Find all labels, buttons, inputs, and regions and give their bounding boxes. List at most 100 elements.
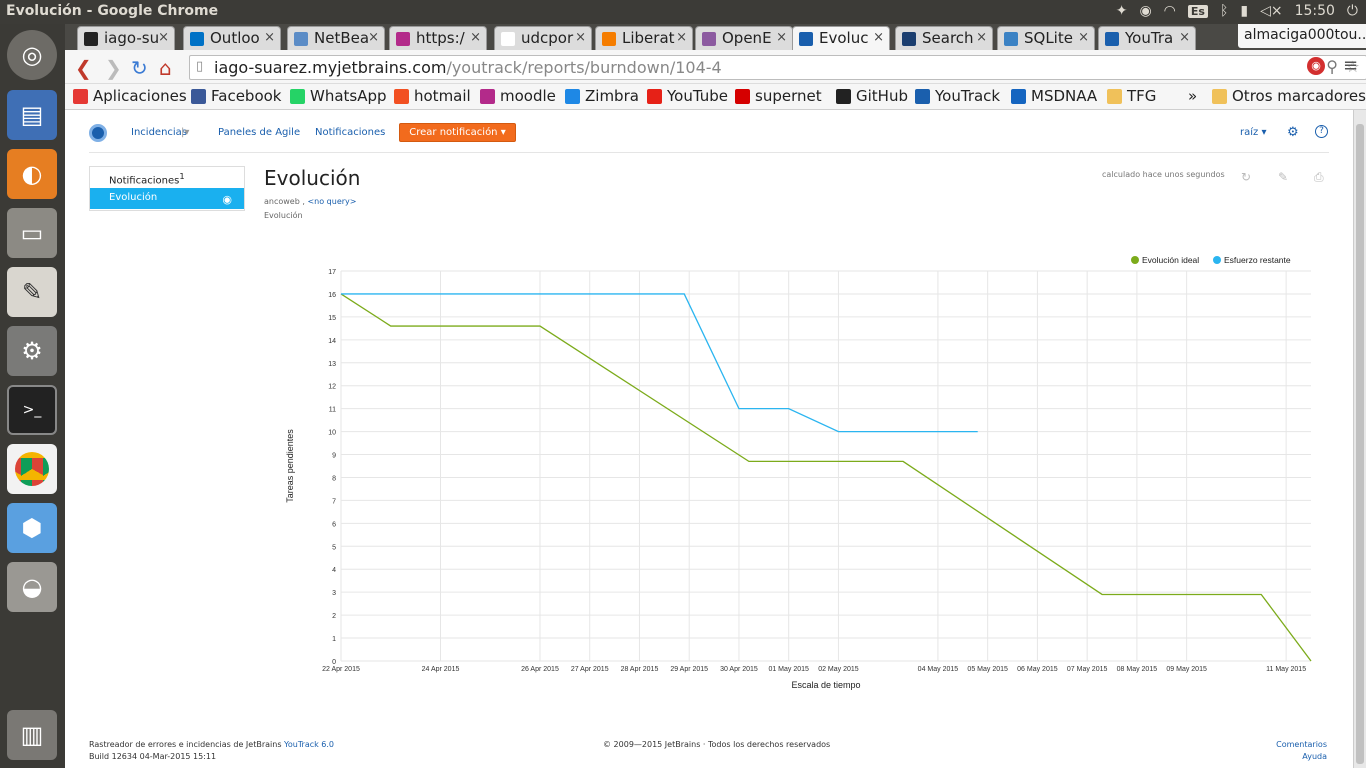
tab-close-icon[interactable]: × [1078, 30, 1089, 45]
bookmark-item[interactable]: GitHub [836, 87, 908, 105]
bookmark-item[interactable]: TFG [1107, 87, 1156, 105]
refresh-icon[interactable]: ↻ [1241, 170, 1252, 184]
y-tick-label: 4 [332, 567, 336, 574]
chrome-tray-icon[interactable]: ◉ [1139, 3, 1152, 19]
browser-tab[interactable]: Liberat × [595, 26, 693, 50]
reload-icon[interactable]: ↻ [131, 56, 148, 80]
sidebar-item-evolution[interactable]: Evolución ◉ [90, 188, 244, 209]
bookmark-label: supernet [755, 87, 822, 105]
query-link[interactable]: <no query> [307, 197, 357, 206]
nav-agile[interactable]: Paneles de Agile [218, 127, 301, 138]
browser-tab[interactable]: https:/ × [389, 26, 487, 50]
tab-close-icon[interactable]: × [1179, 30, 1190, 45]
back-icon[interactable]: ❮ [75, 56, 92, 80]
search-icon[interactable]: ⚲ [1326, 57, 1338, 76]
edit-icon[interactable]: ✎ [1278, 170, 1289, 184]
text-editor-icon[interactable]: ✎ [7, 267, 57, 317]
browser-tab[interactable]: SQLite × [997, 26, 1095, 50]
tab-close-icon[interactable]: × [470, 30, 481, 45]
scrollbar-thumb[interactable] [1356, 124, 1364, 764]
create-issue-button[interactable]: Crear notificación ▾ [399, 123, 516, 142]
eye-icon[interactable]: ◉ [222, 193, 232, 206]
dash-home-icon[interactable]: ◎ [7, 30, 57, 80]
wifi-icon[interactable]: ◠ [1163, 3, 1176, 19]
youtrack-logo-icon[interactable] [89, 124, 107, 142]
top-panel: Evolución - Google Chrome ✦ ◉ ◠ Es ᛒ ▮ ◁… [0, 0, 1366, 24]
x-tick-label: 26 Apr 2015 [521, 666, 559, 673]
bookmark-label: Facebook [211, 87, 282, 105]
chrome-icon[interactable] [7, 444, 57, 494]
y-tick-label: 2 [332, 613, 336, 620]
settings-icon[interactable]: ⚙ [7, 326, 57, 376]
bookmark-item[interactable]: hotmail [394, 87, 471, 105]
tab-close-icon[interactable]: × [575, 30, 586, 45]
bookmark-item[interactable]: supernet [735, 87, 822, 105]
bookmark-item[interactable]: Facebook [191, 87, 281, 105]
y-tick-label: 14 [328, 338, 336, 345]
disk-icon[interactable]: ◒ [7, 562, 57, 612]
browser-tab[interactable]: NetBea × [287, 26, 385, 50]
writer-icon[interactable]: ▤ [7, 90, 57, 140]
files-icon[interactable]: ▭ [7, 208, 57, 258]
bluetooth-icon[interactable]: ᛒ [1219, 3, 1229, 19]
page-content: Incidencias |▾ Paneles de Agile Notifica… [65, 110, 1353, 768]
terminal-icon[interactable]: >_ [7, 385, 57, 435]
other-bookmarks[interactable]: Otros marcadores [1212, 87, 1366, 105]
address-bar[interactable]: ▯ iago-suarez.myjetbrains.com/youtrack/r… [189, 55, 1366, 80]
tab-close-icon[interactable]: × [368, 30, 379, 45]
tab-close-icon[interactable]: × [158, 30, 169, 45]
browser-tab[interactable]: Outloo × [183, 26, 281, 50]
nav-notifications[interactable]: Notificaciones [315, 127, 386, 138]
bookmark-item[interactable]: YouTube [647, 87, 728, 105]
power-icon[interactable]: ⏻ [1346, 3, 1358, 19]
bookmark-item[interactable]: Aplicaciones [73, 87, 187, 105]
help-link[interactable]: Ayuda [1302, 752, 1327, 761]
dropbox-icon[interactable]: ✦ [1115, 3, 1128, 19]
battery-icon[interactable]: ▮ [1240, 3, 1249, 19]
browser-tab[interactable]: iago-su × [77, 26, 175, 50]
tab-close-icon[interactable]: × [776, 30, 787, 45]
extension-icon[interactable]: ◉ [1307, 57, 1325, 75]
feedback-link[interactable]: Comentarios [1276, 740, 1327, 749]
trash-icon[interactable]: ▥ [7, 710, 57, 760]
clock[interactable]: 15:50 [1294, 3, 1335, 19]
browser-tab[interactable]: udcpor × [494, 26, 592, 50]
star-icon[interactable]: ☆ [1345, 57, 1360, 76]
tab-close-icon[interactable]: × [264, 30, 275, 45]
virtualbox-icon[interactable]: ⬢ [7, 503, 57, 553]
menu-icon[interactable]: ≡ [1343, 55, 1359, 76]
nav-issues[interactable]: Incidencias [131, 127, 188, 138]
print-icon[interactable]: ⎙ [1314, 170, 1324, 184]
tab-close-icon[interactable]: × [676, 30, 687, 45]
keyboard-layout[interactable]: Es [1187, 4, 1208, 18]
x-tick-label: 09 May 2015 [1166, 666, 1207, 673]
bookmark-item[interactable]: moodle [480, 87, 556, 105]
help-icon[interactable]: ? [1315, 125, 1328, 138]
tab-favicon-icon [602, 32, 616, 46]
browser-tab[interactable]: Search × [895, 26, 993, 50]
forward-icon[interactable]: ❯ [105, 56, 122, 80]
bookmark-item[interactable]: YouTrack [915, 87, 1000, 105]
page-scrollbar[interactable] [1353, 110, 1366, 768]
tab-close-icon[interactable]: × [976, 30, 987, 45]
browser-tab[interactable]: Evoluc × [792, 26, 890, 50]
bookmark-item[interactable]: WhatsApp [290, 87, 387, 105]
bookmark-item[interactable]: Zimbra [565, 87, 639, 105]
sidebar-item-notifications[interactable]: Notificaciones1 [90, 167, 244, 188]
tab-favicon-icon [1105, 32, 1119, 46]
footer-build: Build 12634 04-Mar-2015 15:11 [89, 752, 217, 761]
youtrack-version-link[interactable]: YouTrack 6.0 [284, 740, 335, 749]
home-icon[interactable]: ⌂ [159, 56, 172, 80]
bookmark-item[interactable]: MSDNAA [1011, 87, 1097, 105]
bookmarks-more[interactable]: » [1188, 87, 1198, 105]
eclipse-icon[interactable]: ◐ [7, 149, 57, 199]
volume-icon[interactable]: ◁× [1260, 3, 1283, 19]
browser-tab[interactable]: OpenE × [695, 26, 793, 50]
user-menu[interactable]: raíz ▾ [1240, 127, 1267, 138]
settings-gear-icon[interactable]: ⚙ [1287, 125, 1299, 140]
profile-button[interactable]: almaciga000tou... [1238, 24, 1366, 48]
chevron-down-icon[interactable]: |▾ [181, 127, 190, 138]
tab-close-icon[interactable]: × [873, 30, 884, 45]
browser-tab[interactable]: YouTra × [1098, 26, 1196, 50]
